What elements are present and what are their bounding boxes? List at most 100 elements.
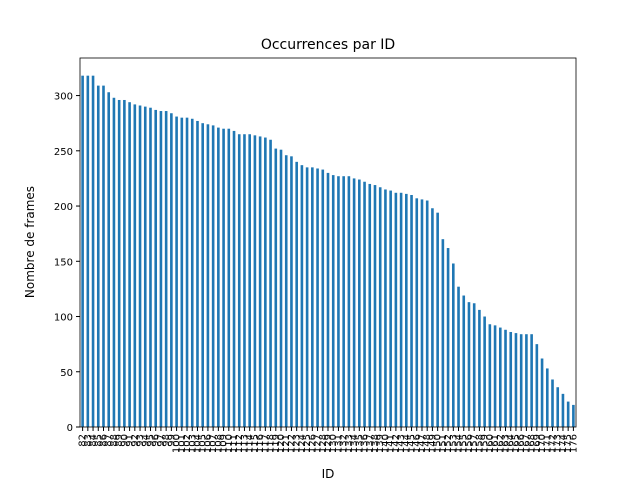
- x-tick-label: 124: [297, 434, 308, 453]
- bar: [498, 327, 502, 427]
- x-tick-label: 109: [219, 434, 230, 453]
- bar: [243, 134, 246, 428]
- x-tick-label: 151: [438, 434, 449, 453]
- bar: [138, 105, 142, 428]
- bar: [363, 181, 366, 427]
- y-tick-label: 0: [67, 423, 73, 434]
- bar: [201, 123, 204, 428]
- x-tick-label: 137: [365, 434, 376, 453]
- y-tick-label: 150: [54, 257, 73, 268]
- bar: [358, 179, 361, 427]
- x-tick-label: 148: [422, 434, 433, 453]
- x-tick-label: 146: [412, 434, 423, 453]
- x-tick-label: 91: [125, 434, 136, 447]
- bar: [117, 99, 121, 428]
- bar: [415, 198, 419, 427]
- bar: [133, 104, 137, 428]
- x-tick-label: 129: [323, 434, 334, 453]
- x-tick-label: 123: [292, 434, 303, 453]
- x-tick-label: 99: [166, 434, 177, 447]
- bar: [540, 358, 544, 427]
- x-tick-label: 84: [88, 434, 99, 447]
- bar: [551, 379, 554, 427]
- x-tick-label: 83: [83, 434, 94, 447]
- x-tick-label: 145: [407, 434, 418, 453]
- x-tick-label: 168: [527, 434, 538, 453]
- bar: [347, 176, 351, 427]
- bar: [274, 148, 278, 427]
- x-tick-label: 157: [469, 434, 480, 453]
- x-tick-label: 147: [417, 434, 428, 453]
- x-tick-label: 152: [443, 434, 454, 453]
- x-tick-label: 108: [213, 434, 224, 453]
- x-tick-label: 172: [548, 434, 559, 453]
- bar: [394, 192, 398, 427]
- x-tick-label: 155: [459, 434, 470, 453]
- x-tick-label: 110: [224, 434, 235, 453]
- x-tick-label: 133: [344, 434, 355, 453]
- x-tick-label: 115: [250, 434, 261, 453]
- bar: [316, 168, 319, 427]
- x-tick-label: 104: [192, 434, 203, 453]
- bar: [206, 124, 210, 428]
- x-tick-label: 101: [177, 434, 188, 453]
- bar: [170, 113, 173, 428]
- x-tick-label: 112: [234, 434, 245, 453]
- x-tick-label: 128: [318, 434, 329, 453]
- bar: [102, 85, 105, 428]
- bar: [300, 165, 304, 427]
- bar: [545, 368, 549, 427]
- x-tick-label: 167: [521, 434, 532, 453]
- x-tick-label: 97: [156, 434, 167, 447]
- x-tick-label: 143: [396, 434, 407, 453]
- x-tick-label: 121: [281, 434, 292, 453]
- x-tick-label: 136: [360, 434, 371, 453]
- bar: [311, 167, 314, 427]
- bar: [326, 172, 330, 427]
- x-tick-label: 90: [119, 434, 130, 447]
- x-tick-label: 171: [542, 434, 553, 453]
- x-tick-label: 132: [339, 434, 350, 453]
- x-tick-label: 154: [454, 434, 465, 453]
- bar: [175, 116, 178, 427]
- bar: [164, 111, 168, 427]
- x-tick-label: 86: [98, 434, 109, 447]
- y-tick-label: 200: [54, 202, 73, 213]
- bar: [509, 331, 513, 427]
- bar: [405, 193, 408, 427]
- bar: [321, 169, 325, 427]
- x-tick-label: 164: [506, 434, 517, 453]
- bar: [128, 102, 131, 427]
- bar: [190, 118, 194, 427]
- bar: [107, 92, 111, 427]
- bar: [284, 155, 288, 427]
- bar: [389, 190, 392, 427]
- bar: [154, 109, 158, 428]
- x-tick-label: 158: [474, 434, 485, 453]
- x-tick-label: 142: [391, 434, 402, 453]
- bar: [431, 208, 434, 427]
- bar: [269, 139, 272, 427]
- bar: [472, 303, 476, 427]
- x-tick-label: 139: [375, 434, 386, 453]
- bar: [352, 178, 356, 427]
- x-tick-label: 144: [401, 434, 412, 453]
- x-tick-label: 163: [501, 434, 512, 453]
- x-tick-label: 153: [448, 434, 459, 453]
- x-tick-label: 96: [151, 434, 162, 447]
- x-tick-label: 114: [245, 434, 256, 453]
- bar: [342, 176, 345, 427]
- x-tick-label: 120: [276, 434, 287, 453]
- bar: [493, 325, 497, 427]
- bar: [452, 263, 455, 427]
- x-tick-label: 107: [208, 434, 219, 453]
- bar: [373, 185, 377, 427]
- y-tick-label: 50: [60, 368, 73, 379]
- bar: [467, 302, 471, 427]
- bar: [185, 117, 189, 427]
- x-tick-label: 134: [349, 434, 360, 453]
- plot-frame: [79, 57, 577, 428]
- bar: [196, 120, 199, 427]
- bar: [566, 401, 570, 427]
